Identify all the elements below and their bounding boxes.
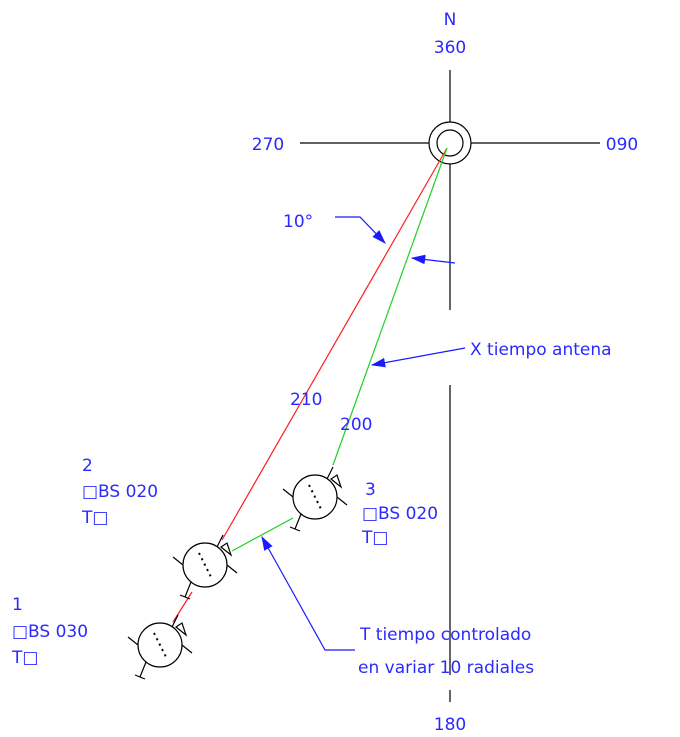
angle-leader <box>335 216 386 244</box>
radial-segment <box>172 591 193 623</box>
label-180: 180 <box>434 715 466 735</box>
station-time: T□ <box>81 508 108 528</box>
station-number: 3 <box>365 480 376 500</box>
label-controlled: en variar 10 radiales <box>358 658 534 678</box>
angle-arrow <box>410 254 456 265</box>
compass <box>300 70 600 702</box>
station-time: T□ <box>361 528 388 548</box>
label-210: 210 <box>290 390 322 410</box>
radial-210 <box>221 147 448 541</box>
station-number: 2 <box>82 456 93 476</box>
label-200: 200 <box>340 415 372 435</box>
label-090: 090 <box>606 135 638 155</box>
label-antenna: X tiempo antena <box>470 340 612 360</box>
label-controlled: T tiempo controlado <box>359 625 531 645</box>
label-north: N <box>444 10 457 30</box>
label-360: 360 <box>434 38 466 58</box>
radial-200 <box>332 147 448 466</box>
station-1 <box>127 614 193 680</box>
station-time: T□ <box>11 648 38 668</box>
antenna-leader <box>370 347 466 368</box>
station-3 <box>282 466 348 532</box>
label-angle: 10° <box>283 212 313 232</box>
label-270: 270 <box>252 135 284 155</box>
station-obs: □BS 020 <box>82 482 158 502</box>
station-obs: □BS 020 <box>362 504 438 524</box>
controlled-leader <box>261 535 355 651</box>
station-number: 1 <box>12 595 23 615</box>
station-obs: □BS 030 <box>12 622 88 642</box>
station-2 <box>172 534 238 600</box>
track <box>231 517 294 552</box>
